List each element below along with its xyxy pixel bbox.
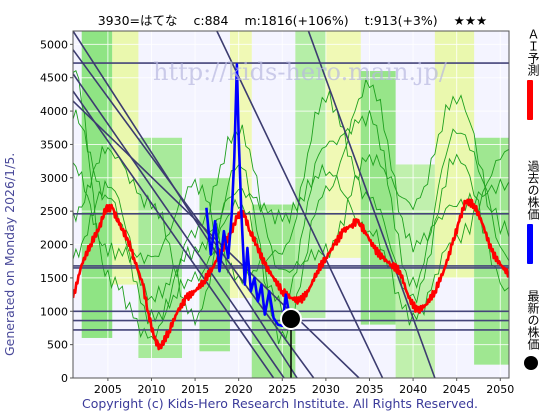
series-lines xyxy=(73,63,509,351)
trend-lines xyxy=(73,31,436,378)
prediction-band xyxy=(395,164,435,378)
legend-label-ai-forecast: ＡＩ予測 xyxy=(526,28,540,76)
x-tick-label: 2030 xyxy=(312,383,340,396)
trend-line xyxy=(73,90,275,378)
trend-line xyxy=(73,73,285,378)
stock-code-name: 3930=はてな xyxy=(97,13,178,28)
legend-swatch-blue xyxy=(527,224,533,264)
y-tick-label: 2500 xyxy=(40,205,68,218)
current-price: c:884 xyxy=(193,13,229,28)
legend-dot-black xyxy=(524,356,538,370)
y-tick-label: 5000 xyxy=(40,38,68,51)
x-tick-label: 2040 xyxy=(399,383,427,396)
x-tick-label: 2020 xyxy=(225,383,253,396)
simulated-path xyxy=(73,90,509,304)
trend-line xyxy=(73,49,315,378)
chart-header: 3930=はてな c:884 m:1816(+106%) t:913(+3%) … xyxy=(75,10,510,29)
x-tick-label: 2010 xyxy=(137,383,165,396)
y-tick-label: 4000 xyxy=(40,105,68,118)
legend-swatch-red xyxy=(527,80,533,120)
y-tick-label: 1500 xyxy=(40,272,68,285)
mean-price: m:1816(+106%) xyxy=(244,13,349,28)
y-tick-label: 4500 xyxy=(40,72,68,85)
plot-frame xyxy=(72,30,510,379)
trend-line xyxy=(216,31,384,378)
x-tick-label: 2035 xyxy=(355,383,383,396)
y-tick-label: 0 xyxy=(61,372,68,385)
simulated-path xyxy=(73,70,509,343)
legend-label-latest-price: 最新の株価 xyxy=(526,290,540,350)
y-tick-label: 2000 xyxy=(40,239,68,252)
legend-item-latest-price: 最新の株価 xyxy=(519,290,547,370)
trend-line xyxy=(73,31,298,378)
generated-date-label: Generated on Monday 2026/1/5. xyxy=(2,152,17,356)
target-price: t:913(+3%) xyxy=(364,13,438,28)
x-tick-label: 2005 xyxy=(94,383,122,396)
watermark: http://kids-hero.main.jp/ xyxy=(153,58,448,86)
legend-item-ai-forecast: ＡＩ予測 xyxy=(519,28,547,120)
legend: ＡＩ予測 過去の株価 最新の株価 xyxy=(519,28,547,378)
prediction-band xyxy=(251,204,296,378)
legend-item-past-price: 過去の株価 xyxy=(519,160,547,264)
x-tick-label: 2045 xyxy=(443,383,471,396)
y-tick-label: 1000 xyxy=(40,305,68,318)
rating-stars: ★★★ xyxy=(453,13,488,28)
simulated-path xyxy=(73,78,509,345)
copyright-footer: Copyright (c) Kids-Hero Research Institu… xyxy=(81,396,479,411)
ai-forecast-line xyxy=(73,198,509,351)
latest-price-dot xyxy=(280,308,302,331)
x-tick-label: 2015 xyxy=(181,383,209,396)
past-price-line xyxy=(205,63,293,328)
legend-label-past-price: 過去の株価 xyxy=(526,160,540,220)
y-tick-label: 3500 xyxy=(40,138,68,151)
x-tick-label: 2050 xyxy=(486,383,514,396)
trend-line xyxy=(307,31,436,378)
axes: 0 500 1000 1500 2000 2500 3000 3500 4000 4500 5000… xyxy=(40,30,514,396)
y-tick-label: 3000 xyxy=(40,172,68,185)
latest-price-marker xyxy=(280,308,302,378)
x-tick-label: 2025 xyxy=(268,383,296,396)
y-tick-label: 500 xyxy=(47,339,68,352)
prediction-band xyxy=(360,71,396,325)
